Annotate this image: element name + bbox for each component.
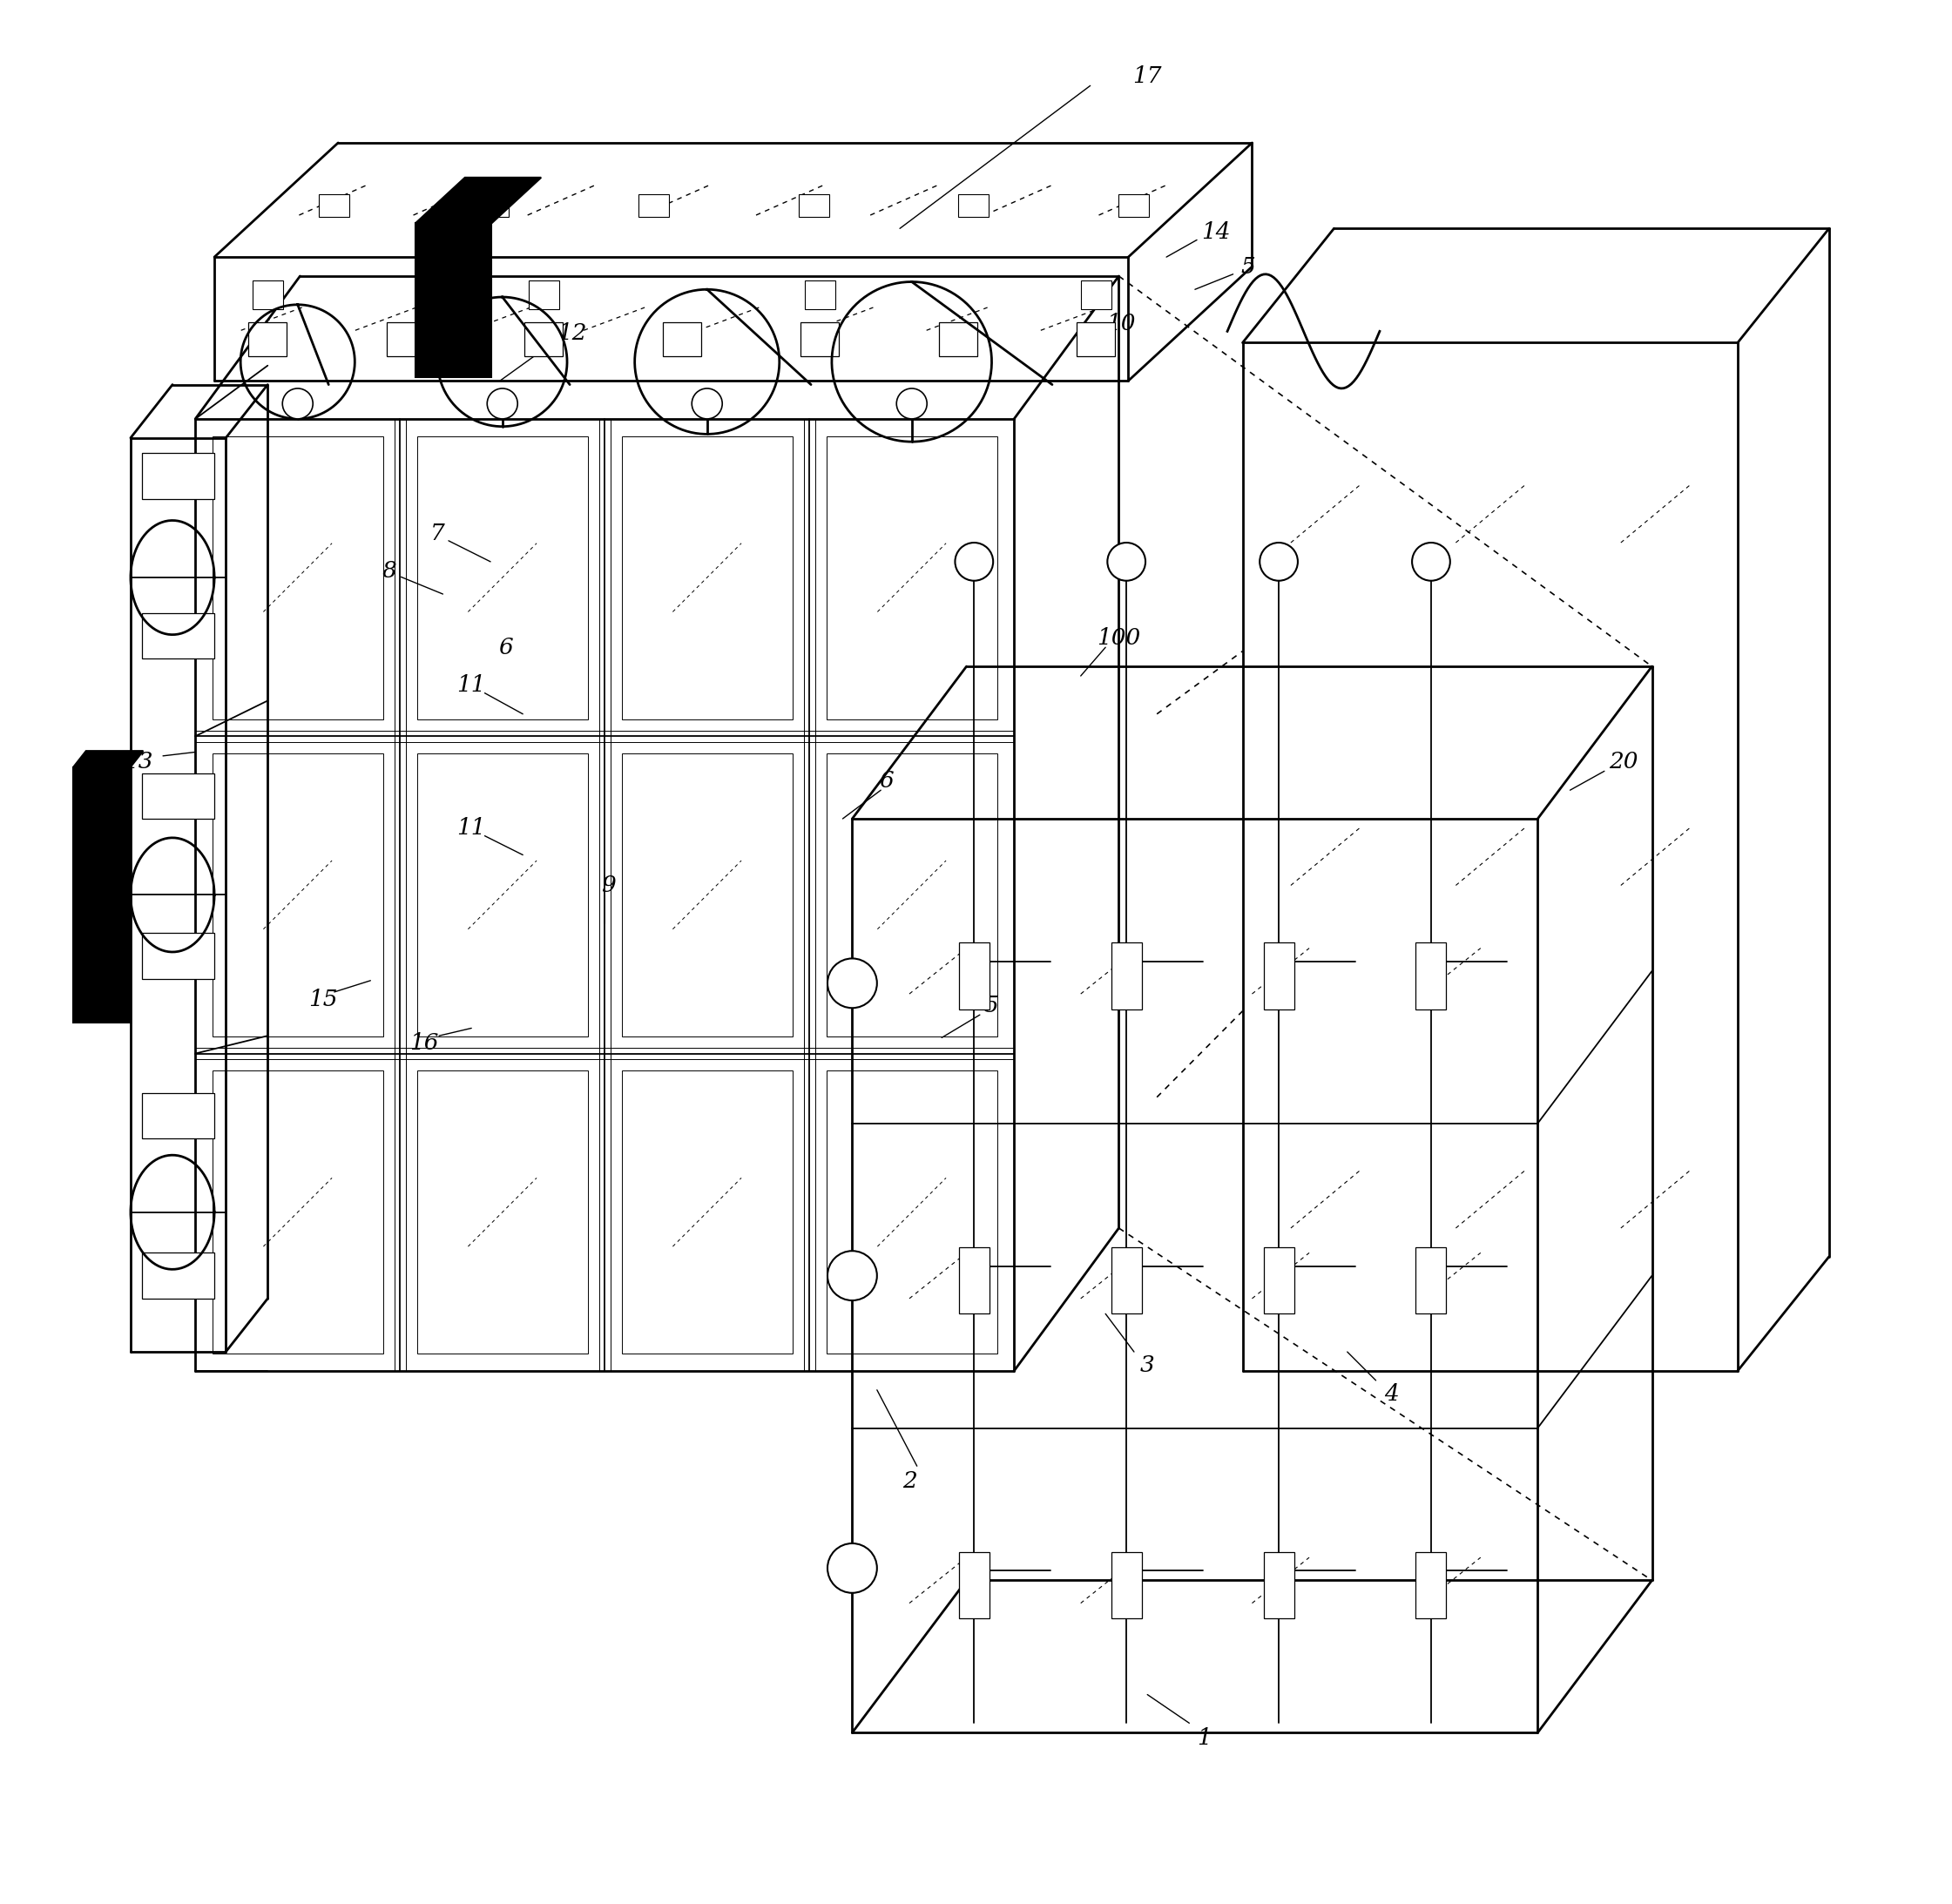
Circle shape — [1411, 543, 1450, 581]
Text: 9: 9 — [601, 874, 615, 897]
Bar — [1111, 942, 1142, 1009]
Bar — [939, 322, 976, 356]
Circle shape — [1259, 543, 1298, 581]
Bar — [623, 754, 793, 1036]
Circle shape — [828, 1251, 876, 1300]
Bar — [623, 1070, 793, 1354]
Polygon shape — [74, 750, 142, 767]
Bar — [664, 322, 701, 356]
Bar — [142, 453, 215, 499]
Text: 12: 12 — [558, 322, 588, 345]
Bar — [142, 613, 215, 659]
Bar — [1111, 1247, 1142, 1314]
Bar — [1263, 1247, 1294, 1314]
Bar — [1415, 1247, 1446, 1314]
Bar — [418, 754, 588, 1036]
Bar — [800, 322, 839, 356]
Text: 20: 20 — [1608, 750, 1638, 773]
Text: 5: 5 — [984, 994, 999, 1017]
Text: 10: 10 — [1107, 312, 1136, 335]
Bar — [318, 194, 349, 217]
Bar — [623, 436, 793, 720]
Circle shape — [828, 1544, 876, 1594]
Bar — [958, 1247, 990, 1314]
Bar — [142, 1253, 215, 1299]
Bar — [1415, 1552, 1446, 1618]
Bar — [1263, 1552, 1294, 1618]
Text: 11: 11 — [457, 674, 486, 697]
Text: 2: 2 — [902, 1470, 917, 1493]
Text: 13: 13 — [123, 750, 152, 773]
Bar — [958, 942, 990, 1009]
Bar — [525, 322, 562, 356]
Bar — [1078, 322, 1115, 356]
Bar — [638, 194, 670, 217]
Bar — [418, 436, 588, 720]
Text: 3: 3 — [1140, 1354, 1156, 1377]
Circle shape — [283, 388, 312, 419]
Circle shape — [691, 388, 722, 419]
Text: 15: 15 — [308, 988, 338, 1011]
Bar — [142, 933, 215, 979]
Text: 6: 6 — [498, 636, 513, 659]
Circle shape — [955, 543, 994, 581]
Polygon shape — [416, 177, 541, 223]
Bar — [798, 194, 830, 217]
Bar — [213, 436, 383, 720]
Bar — [826, 1070, 997, 1354]
Circle shape — [1107, 543, 1146, 581]
Bar — [1118, 194, 1150, 217]
Bar — [386, 322, 426, 356]
Text: 1: 1 — [1197, 1727, 1212, 1750]
Bar — [142, 1093, 215, 1139]
Bar — [248, 322, 287, 356]
Text: 4: 4 — [1384, 1382, 1398, 1405]
Circle shape — [488, 388, 517, 419]
Text: 6: 6 — [878, 769, 894, 792]
Text: 11: 11 — [457, 817, 486, 840]
Text: 16: 16 — [410, 1032, 439, 1055]
Bar — [74, 767, 131, 1022]
Text: 14: 14 — [1200, 221, 1230, 244]
Bar — [213, 1070, 383, 1354]
Bar — [804, 282, 835, 310]
Bar — [529, 282, 558, 310]
Bar — [478, 194, 509, 217]
Bar — [1263, 942, 1294, 1009]
Bar — [213, 754, 383, 1036]
Text: 100: 100 — [1097, 626, 1140, 649]
Text: 7: 7 — [429, 522, 445, 545]
Bar — [826, 754, 997, 1036]
Bar — [1081, 282, 1111, 310]
Text: 5: 5 — [1241, 255, 1255, 278]
Bar — [142, 773, 215, 819]
Circle shape — [828, 958, 876, 1007]
Bar — [958, 1552, 990, 1618]
Text: 17: 17 — [1132, 65, 1161, 88]
Bar — [1111, 1552, 1142, 1618]
Bar — [252, 282, 283, 310]
Text: 8: 8 — [383, 560, 396, 583]
Bar — [416, 223, 492, 377]
Bar — [958, 194, 990, 217]
Bar — [418, 1070, 588, 1354]
Bar — [826, 436, 997, 720]
Circle shape — [896, 388, 927, 419]
Bar — [1415, 942, 1446, 1009]
